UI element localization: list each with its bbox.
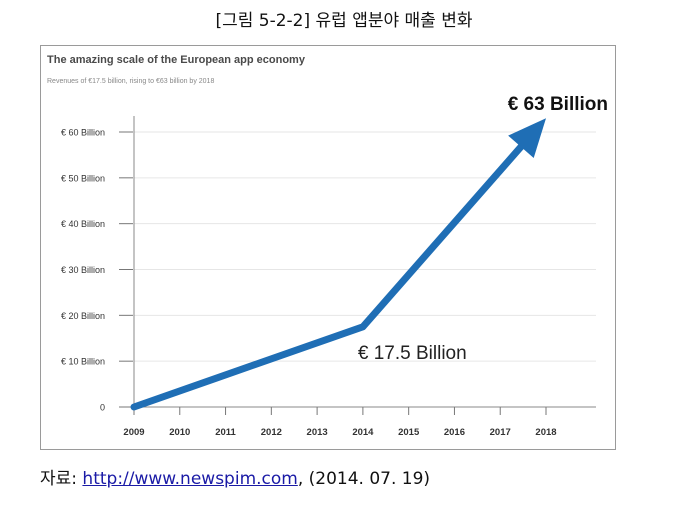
- x-tick-label: 2013: [307, 427, 328, 438]
- x-tick-label: 2012: [261, 427, 282, 438]
- x-tick-label: 2009: [123, 427, 144, 438]
- source-prefix: 자료:: [40, 469, 83, 489]
- x-tick-label: 2016: [444, 427, 465, 438]
- x-tick-label: 2011: [215, 427, 236, 438]
- source-suffix: , (2014. 07. 19): [297, 469, 431, 489]
- y-tick-label: € 40 Billion: [61, 219, 105, 229]
- chart-title: The amazing scale of the European app ec…: [47, 54, 305, 66]
- x-tick-label: 2017: [490, 427, 511, 438]
- line-chart: 0 € 10 Billion € 20 Billion € 30 Billion € 4…: [61, 94, 608, 438]
- chart-subtitle: Revenues of €17.5 billion, rising to €63…: [47, 78, 215, 85]
- arrow-head: [508, 118, 546, 159]
- y-tick-label: € 20 Billion: [61, 311, 105, 321]
- source-link[interactable]: http://www.newspim.com: [82, 469, 298, 489]
- series-line: [130, 140, 528, 411]
- y-tick-label: € 10 Billion: [61, 357, 105, 367]
- y-tick-label: 0: [100, 403, 105, 413]
- y-tick-label: € 60 Billion: [61, 128, 105, 138]
- y-tick-label: € 30 Billion: [61, 265, 105, 275]
- annotation-label: € 63 Billion: [508, 94, 608, 115]
- source-note: 자료: http://www.newspim.com, (2014. 07. 1…: [40, 464, 430, 489]
- annotation-label: € 17.5 Billion: [358, 343, 467, 364]
- x-tick-label: 2018: [535, 427, 556, 438]
- x-tick-label: 2014: [352, 427, 374, 438]
- chart-frame: The amazing scale of the European app ec…: [40, 45, 616, 450]
- x-tick-label: 2015: [398, 427, 420, 438]
- y-tick-label: € 50 Billion: [61, 173, 105, 183]
- figure-caption: [그림 5-2-2] 유럽 앱분야 매출 변화: [215, 11, 473, 31]
- x-tick-label: 2010: [169, 427, 190, 438]
